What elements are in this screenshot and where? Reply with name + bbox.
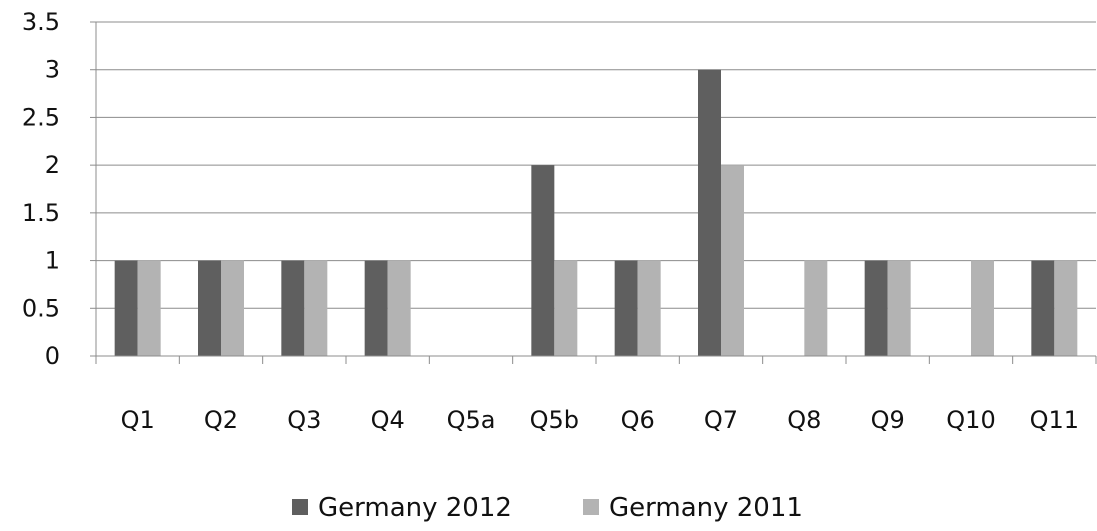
bar (1054, 260, 1078, 356)
bar (364, 260, 388, 356)
bar (554, 260, 578, 356)
bar (864, 260, 888, 356)
y-tick-label: 3 (45, 56, 60, 84)
x-tick-label: Q2 (204, 406, 238, 434)
x-tick-label: Q9 (871, 406, 905, 434)
x-tick-label: Q3 (287, 406, 321, 434)
legend-label: Germany 2011 (609, 493, 803, 523)
y-tick-label: 2.5 (22, 103, 60, 131)
gridlines (96, 21, 1096, 309)
bar (804, 260, 828, 356)
bar (1031, 260, 1055, 356)
y-tick-label: 0 (45, 342, 60, 370)
x-tick-label: Q6 (621, 406, 655, 434)
bar (531, 165, 555, 356)
y-tick-label: 0.5 (22, 294, 60, 322)
y-tick-labels: 0 0.5 1 1.5 2 2.5 3 3.5 (22, 8, 60, 370)
x-tick-label: Q7 (704, 406, 738, 434)
x-tick-label: Q4 (371, 406, 405, 434)
bar (721, 165, 744, 356)
bar (614, 260, 638, 356)
x-tick-label: Q10 (946, 406, 995, 434)
legend-swatch (292, 499, 308, 515)
legend: Germany 2012 Germany 2011 (292, 493, 803, 523)
legend-label: Germany 2012 (318, 493, 512, 523)
y-tick-label: 1 (45, 247, 60, 275)
x-tick-label: Q8 (787, 406, 821, 434)
x-tick-label: Q5a (447, 406, 496, 434)
bar (221, 260, 244, 356)
y-tick-label: 1.5 (22, 199, 60, 227)
bar (281, 260, 305, 356)
x-tick-label: Q5b (530, 406, 579, 434)
axes (90, 21, 1097, 364)
x-tick-label: Q1 (121, 406, 155, 434)
x-tick-label: Q11 (1030, 406, 1079, 434)
bar (304, 260, 328, 356)
bar (637, 260, 661, 356)
y-tick-label: 2 (45, 151, 60, 179)
bar (137, 260, 161, 356)
bar (198, 260, 221, 356)
bar (698, 69, 721, 356)
y-tick-label: 3.5 (22, 8, 60, 36)
legend-swatch (583, 499, 599, 515)
bars (114, 69, 1078, 356)
bar (114, 260, 138, 356)
bar (971, 260, 994, 356)
bar (387, 260, 411, 356)
x-tick-labels: Q1 Q2 Q3 Q4 Q5a Q5b Q6 Q7 Q8 Q9 Q10 Q11 (121, 406, 1079, 434)
bar (887, 260, 911, 356)
